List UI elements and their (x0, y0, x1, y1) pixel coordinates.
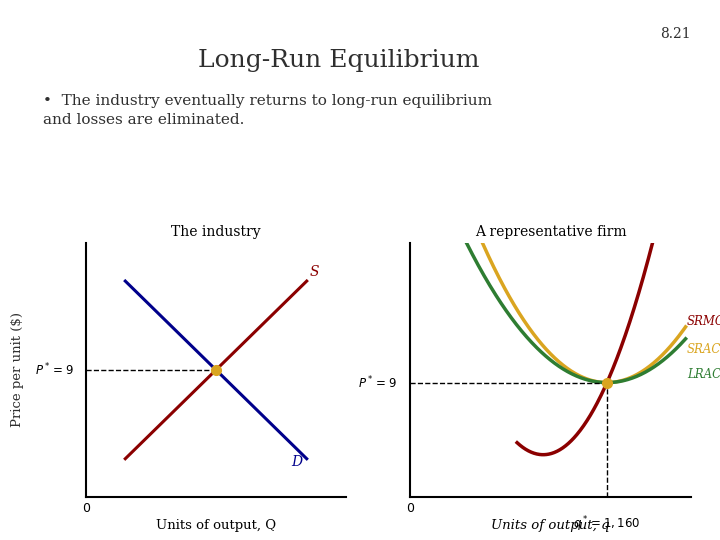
Title: The industry: The industry (171, 225, 261, 239)
Text: $q^*= 1,160$: $q^*= 1,160$ (573, 515, 641, 534)
Text: 8.21: 8.21 (660, 27, 691, 41)
Text: D: D (291, 455, 302, 469)
Text: SRAC: SRAC (687, 343, 720, 356)
Text: •  The industry eventually returns to long-run equilibrium
and losses are elimin: • The industry eventually returns to lon… (43, 94, 492, 127)
Title: A representative firm: A representative firm (475, 225, 626, 239)
Text: $P^*= 9$: $P^*= 9$ (358, 374, 396, 391)
X-axis label: Units of output, Q: Units of output, Q (156, 519, 276, 532)
Text: Price per unit ($): Price per unit ($) (12, 313, 24, 427)
X-axis label: Units of output, q: Units of output, q (492, 519, 610, 532)
Text: $P^*= 9$: $P^*= 9$ (35, 362, 73, 378)
Text: Long-Run Equilibrium: Long-Run Equilibrium (198, 49, 479, 72)
Text: S: S (310, 265, 319, 279)
Text: LRAC: LRAC (687, 368, 720, 381)
Text: SRMC: SRMC (687, 315, 720, 328)
